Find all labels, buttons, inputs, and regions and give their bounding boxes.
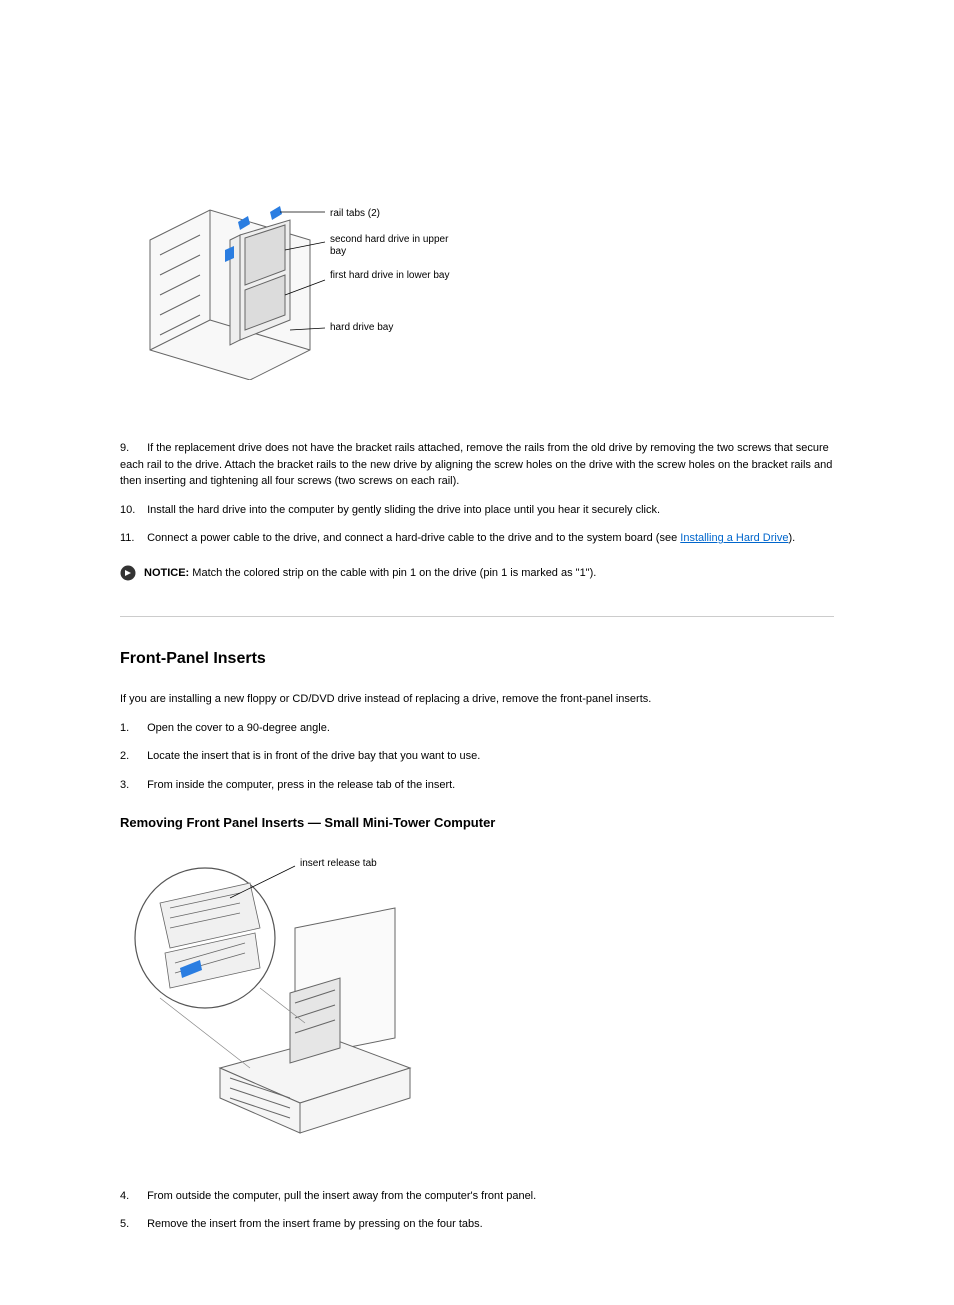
step-number: 9. <box>120 440 144 457</box>
steps-list-b: 4. From outside the computer, pull the i… <box>120 1188 834 1233</box>
step-number: 4. <box>120 1188 144 1205</box>
front-panel-diagram: insert release tab <box>120 848 834 1148</box>
notice-icon <box>120 565 136 587</box>
ol-list: 1. Open the cover to a 90-degree angle. … <box>120 720 834 794</box>
ol-text: Open the cover to a 90-degree angle. <box>147 722 330 734</box>
ol-number: 2. <box>120 748 144 765</box>
step-text: Remove the insert from the insert frame … <box>147 1218 483 1230</box>
ol-item-1: 1. Open the cover to a 90-degree angle. <box>120 720 834 737</box>
callout-insert-release-tab: insert release tab <box>300 856 377 871</box>
step-4: 4. From outside the computer, pull the i… <box>120 1188 834 1205</box>
ol-text: From inside the computer, press in the r… <box>147 779 455 791</box>
sub-heading: Removing Front Panel Inserts — Small Min… <box>120 813 834 833</box>
step-number: 11. <box>120 530 144 547</box>
step-9: 9. If the replacement drive does not hav… <box>120 440 834 490</box>
intro-text: If you are installing a new floppy or CD… <box>120 691 834 708</box>
section-divider <box>120 616 834 617</box>
step-text-a: Connect a power cable to the drive, and … <box>147 532 680 544</box>
step-text: If the replacement drive does not have t… <box>120 442 832 487</box>
ol-number: 3. <box>120 777 144 794</box>
ol-text: Locate the insert that is in front of th… <box>147 750 480 762</box>
notice-text: NOTICE: Match the colored strip on the c… <box>144 565 596 582</box>
callout-drive-bay: hard drive bay <box>330 320 393 335</box>
step-text-b: ). <box>788 532 795 544</box>
ol-item-3: 3. From inside the computer, press in th… <box>120 777 834 794</box>
steps-list-a: 9. If the replacement drive does not hav… <box>120 440 834 547</box>
front-panel-heading: Front-Panel Inserts <box>120 647 834 671</box>
step-text: From outside the computer, pull the inse… <box>147 1190 536 1202</box>
front-panel-svg <box>130 848 430 1138</box>
step-11: 11. Connect a power cable to the drive, … <box>120 530 834 547</box>
ol-number: 1. <box>120 720 144 737</box>
step-text: Install the hard drive into the computer… <box>147 504 660 516</box>
ol-item-2: 2. Locate the insert that is in front of… <box>120 748 834 765</box>
callout-first-drive: first hard drive in lower bay <box>330 270 450 282</box>
step-number: 10. <box>120 502 144 519</box>
notice-block: NOTICE: Match the colored strip on the c… <box>120 565 834 587</box>
notice-body: Match the colored strip on the cable wit… <box>189 567 596 579</box>
step-5: 5. Remove the insert from the insert fra… <box>120 1216 834 1233</box>
step-10: 10. Install the hard drive into the comp… <box>120 502 834 519</box>
callout-second-drive: second hard drive in upper bay <box>330 234 450 258</box>
callout-rail-tabs: rail tabs (2) <box>330 206 380 221</box>
step-number: 5. <box>120 1216 144 1233</box>
installing-hard-drive-link[interactable]: Installing a Hard Drive <box>680 532 788 544</box>
notice-label: NOTICE: <box>144 567 189 579</box>
hard-drive-diagram: rail tabs (2) second hard drive in upper… <box>120 180 834 400</box>
